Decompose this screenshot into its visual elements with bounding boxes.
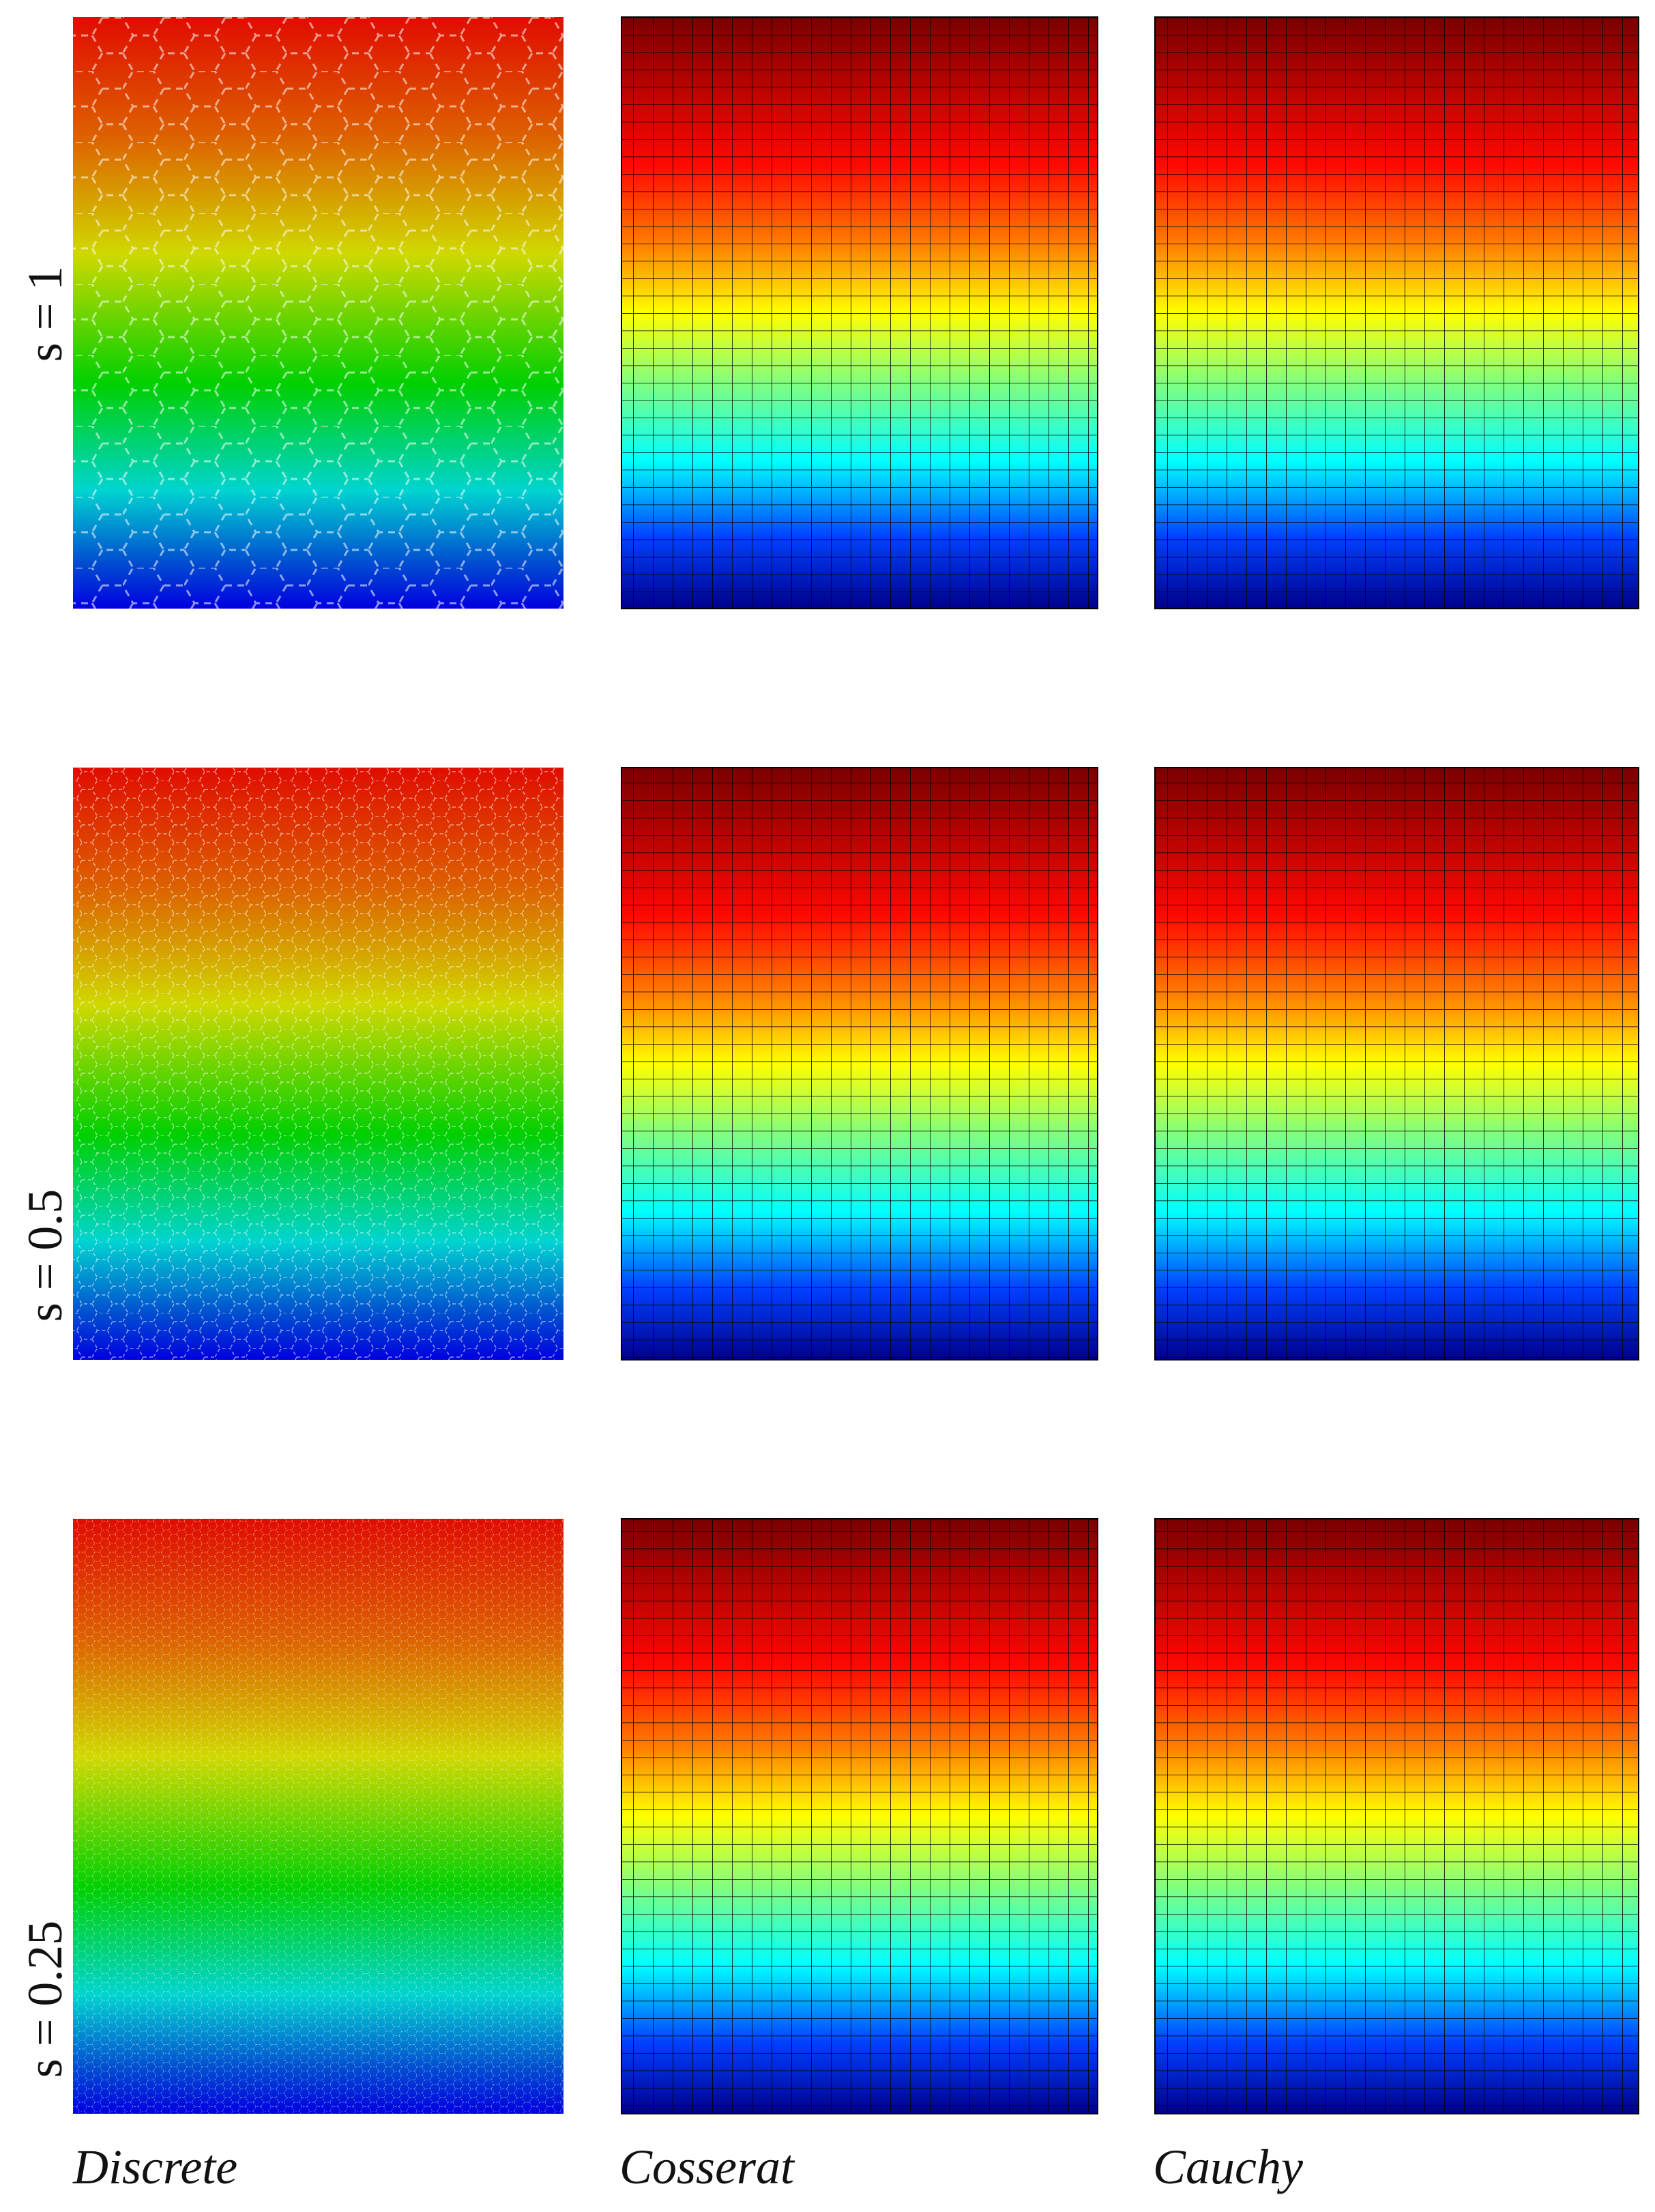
- mesh: [1154, 767, 1639, 1360]
- row-3: s = 0.25: [18, 1518, 1639, 2114]
- hex-overlay: [73, 17, 563, 609]
- mesh: [1154, 1518, 1639, 2114]
- mesh: [1154, 16, 1639, 609]
- mesh: [621, 16, 1098, 609]
- column-label: Cosserat: [619, 2140, 795, 2194]
- hex-overlay: [73, 768, 563, 1360]
- hex-overlay: [73, 1519, 563, 2114]
- column-label: Cauchy: [1153, 2140, 1303, 2194]
- row-label: s = 1: [18, 266, 72, 362]
- row-1: s = 1: [18, 16, 1639, 609]
- row-label: s = 0.25: [18, 1921, 72, 2078]
- row-label: s = 0.5: [18, 1189, 72, 1322]
- column-label: Discrete: [72, 2140, 237, 2194]
- mesh: [621, 767, 1098, 1360]
- row-2: s = 0.5: [18, 767, 1639, 1360]
- mesh: [621, 1518, 1098, 2114]
